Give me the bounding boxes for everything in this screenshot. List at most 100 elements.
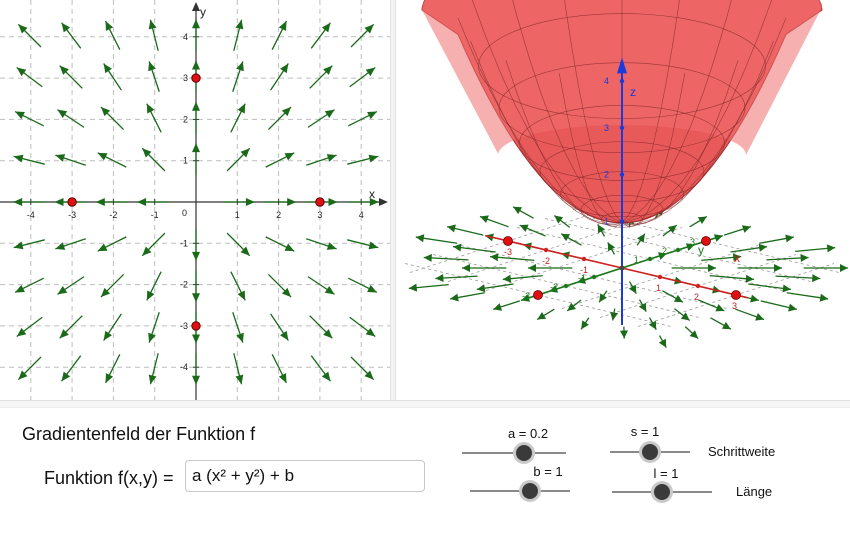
gradient-arrow-head <box>61 371 71 382</box>
gradient-arrow-3d-head <box>648 320 657 330</box>
gradient-arrow-head <box>13 154 24 163</box>
slider-b-label: b = 1 <box>533 464 563 479</box>
gradient-arrow-head <box>240 148 250 158</box>
slider-s-knob[interactable] <box>642 444 658 460</box>
gradient-arrow-head <box>61 22 71 33</box>
axis-3d-y <box>520 236 718 302</box>
surface-mesh-meridian <box>621 17 787 224</box>
gradient-arrow-3d-head <box>782 284 791 293</box>
y-tick-label-3d: -3 <box>522 291 530 301</box>
axis-3d-y-label: y <box>698 243 704 257</box>
gradient-arrow-head <box>237 290 246 301</box>
y-axis-arrow <box>192 2 200 11</box>
surface-mesh-meridian <box>470 40 623 224</box>
function-input[interactable] <box>185 460 425 492</box>
gradient-arrow-3d-head <box>479 215 489 223</box>
y-tick-label-3d: -1 <box>578 273 586 283</box>
point-3d <box>731 290 741 300</box>
gradient-arrow-3d-head <box>667 225 677 234</box>
graphics-view-2d[interactable]: x y 0 -4 -3 -2 -1 1 2 3 4 4 3 2 1 -1 -2 -3 -4 <box>0 0 390 400</box>
gradient-arrow-3d-head <box>826 244 836 253</box>
z-tick-3d <box>619 125 625 130</box>
z-axis: 1 2 3 4 <box>604 57 627 325</box>
x-tick-label-3d: -1 <box>580 265 588 275</box>
gradient-arrow-head <box>364 24 374 34</box>
gradient-arrow-head <box>192 375 200 385</box>
gradient-arrow-head <box>240 246 250 256</box>
slider-l-knob[interactable] <box>654 484 670 500</box>
gradient-arrow-head <box>368 241 379 250</box>
gradient-arrow-3d-head <box>476 284 486 293</box>
point <box>191 73 201 83</box>
gradient-arrow-head <box>95 198 105 206</box>
gradient-arrow-head <box>192 19 200 29</box>
gradient-arrow-head <box>236 61 244 72</box>
surface-mesh-meridian <box>457 17 623 224</box>
y-axis-label: y <box>200 5 206 19</box>
slider-b-track[interactable] <box>470 490 570 492</box>
gradient-arrow-head <box>321 371 331 382</box>
gradient-arrow-head <box>235 19 244 30</box>
gradient-arrow-head <box>18 370 28 380</box>
gradient-arrow-3d-head <box>453 243 462 252</box>
gradient-arrow-3d-head <box>732 253 742 262</box>
gradient-arrow-3d-head <box>715 304 725 312</box>
x-tick-label-3d: 1 <box>656 283 661 293</box>
gradient-arrow-head <box>97 152 108 161</box>
gradient-arrow-head <box>103 63 112 74</box>
panel-title: Gradientenfeld der Funktion f <box>22 424 256 444</box>
y-tick-label: -1 <box>180 238 188 248</box>
slider-a-knob[interactable] <box>516 445 533 461</box>
surface-mesh-meridian <box>621 0 732 224</box>
x-tick-3d <box>657 274 663 280</box>
gradient-arrow-3d-head <box>567 302 577 311</box>
gradient-arrow-head <box>324 109 335 118</box>
point-3d <box>701 236 711 246</box>
z-tick-label-3d: 4 <box>604 76 609 86</box>
function-label: Funktion f(x,y) = <box>44 468 174 488</box>
points[interactable] <box>67 73 325 331</box>
gradient-arrow-head <box>280 63 289 74</box>
z-tick-label-3d: 3 <box>604 123 609 133</box>
gradient-arrow-3d-head <box>537 311 547 320</box>
x-tick-label-3d: 3 <box>732 301 737 311</box>
z-tick-label-3d: 1 <box>604 216 609 226</box>
gradient-arrow-3d-head <box>708 264 717 272</box>
gradient-arrow-3d-head <box>638 302 647 312</box>
gradient-arrow-head <box>236 332 244 343</box>
s-caption: Schrittweite <box>708 444 776 459</box>
gradient-arrow-head <box>192 143 200 153</box>
gradient-arrow-3d-head <box>435 274 444 283</box>
y-tick-label: -2 <box>180 280 188 290</box>
gradient-arrow-head <box>281 106 292 117</box>
gradient-arrow-3d-head <box>713 234 723 242</box>
gradient-arrow-3d-head <box>493 303 503 311</box>
gradient-arrow-3d-head <box>513 206 523 215</box>
y-tick-label: -3 <box>180 321 188 331</box>
x-tick-label: 1 <box>235 210 240 220</box>
gradient-arrow-head <box>148 374 157 385</box>
surface-mesh-meridian <box>621 73 686 227</box>
axis-3d-x-label: x <box>734 251 740 265</box>
z-tick-3d <box>619 78 625 84</box>
gradient-arrow-head <box>13 198 23 206</box>
gradient-arrow-head <box>367 111 377 120</box>
gradient-arrow-head <box>57 109 68 118</box>
graphics-view-3d[interactable]: -3 -2 -1 1 2 3 -3 -2 -1 1 2 3 1 2 3 4 x y z <box>396 0 850 400</box>
gradient-arrow-3d-head <box>800 253 809 262</box>
slider-b-knob[interactable] <box>522 483 538 499</box>
z-axis-arrow <box>617 57 627 74</box>
gradient-arrow-head <box>16 67 27 77</box>
gradient-arrow-head <box>54 198 64 206</box>
gradient-arrow-head <box>103 330 112 341</box>
view-splitter[interactable] <box>390 0 396 400</box>
gradient-arrow-3d-head <box>490 253 499 262</box>
z-tick-3d <box>619 172 625 177</box>
slider-a-track[interactable] <box>462 452 566 454</box>
gradient-arrow-3d-head <box>561 233 571 242</box>
gradient-arrow-head <box>323 65 333 75</box>
x-tick-label-3d: 2 <box>694 292 699 302</box>
gradient-arrow-3d-head <box>637 233 645 243</box>
gradient-arrow-head <box>287 198 297 206</box>
y-tick-label-3d: 3 <box>690 237 695 247</box>
